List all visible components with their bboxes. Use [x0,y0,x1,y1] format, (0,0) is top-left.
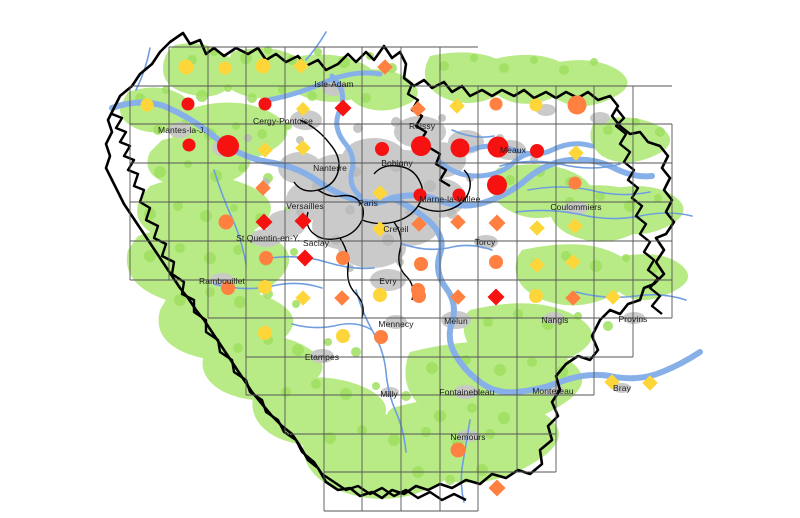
marker-circle-yellow[interactable] [178,59,194,75]
region-boundary [104,31,676,500]
marker-circle-orange[interactable] [218,214,234,230]
marker-circle-orange[interactable] [336,251,350,265]
marker-circle-red[interactable] [450,138,470,158]
marker-circle-red[interactable] [411,136,431,156]
marker-circle-red[interactable] [452,188,466,202]
marker-circle-yellow[interactable] [336,329,350,343]
marker-circle-yellow[interactable] [255,58,271,74]
marker-circle-orange[interactable] [221,281,235,295]
marker-circle-red[interactable] [217,135,239,157]
grid-overlay [129,46,673,512]
marker-circle-red[interactable] [530,144,544,158]
marker-circle-orange[interactable] [450,442,466,458]
marker-circle-orange[interactable] [414,257,428,271]
marker-circle-red[interactable] [181,97,195,111]
marker-circle-yellow[interactable] [373,288,387,302]
marker-circle-orange[interactable] [489,255,503,269]
river-seine-west [109,99,395,206]
marker-circle-yellow[interactable] [218,61,232,75]
marker-circle-red[interactable] [487,175,507,195]
marker-circle-yellow[interactable] [529,289,543,303]
marker-circle-orange[interactable] [259,251,273,265]
marker-circle-yellow[interactable] [258,326,272,340]
river-oise-upper [265,70,383,103]
marker-circle-red[interactable] [182,138,196,152]
stream-beuvronne [451,129,495,138]
stream-yerres [401,243,493,251]
stream-essonne [355,289,407,453]
stream-yvette [269,255,375,270]
marker-circle-orange[interactable] [489,97,503,111]
marker-circle-orange[interactable] [374,330,388,344]
marker-circle-red[interactable] [258,97,272,111]
river-marne-meander [437,149,543,179]
marker-circle-red[interactable] [413,188,427,202]
marker-circle-yellow[interactable] [140,98,154,112]
marker-circle-yellow[interactable] [258,280,272,294]
marker-circle-red[interactable] [487,136,509,158]
marker-circle-orange[interactable] [567,95,587,115]
river-marne [389,156,655,209]
stream-therain [305,31,327,61]
marker-circle-red[interactable] [375,142,389,156]
marker-circle-orange[interactable] [568,176,582,190]
landcover-layer [119,43,689,499]
marker-circle-yellow[interactable] [529,98,543,112]
stream-petit-morin [527,186,651,196]
marker-circle-orange[interactable] [411,283,425,297]
